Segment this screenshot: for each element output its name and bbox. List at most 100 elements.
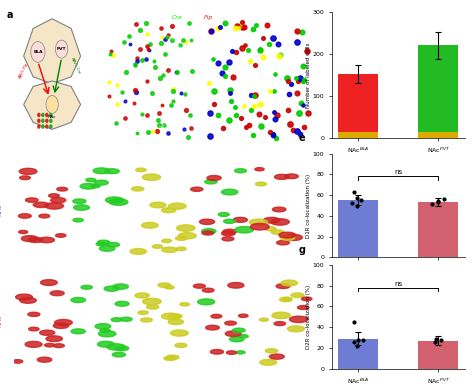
Point xyxy=(265,41,273,47)
Circle shape xyxy=(95,324,111,329)
Point xyxy=(350,189,357,195)
Circle shape xyxy=(40,330,55,335)
Point xyxy=(151,58,158,64)
Text: BLA: BLA xyxy=(33,50,43,54)
Text: D1R: D1R xyxy=(75,158,83,162)
Point xyxy=(221,73,229,79)
Point xyxy=(273,112,281,118)
Point xyxy=(226,59,233,65)
Point xyxy=(125,33,132,39)
Circle shape xyxy=(202,231,214,235)
Point xyxy=(354,204,361,210)
Point xyxy=(256,101,264,107)
Point xyxy=(273,135,280,141)
Point xyxy=(206,133,214,139)
Text: NAc$^{PVT}$/D2R: NAc$^{PVT}$/D2R xyxy=(255,269,277,276)
Point xyxy=(235,25,242,31)
Point xyxy=(249,26,256,33)
Point xyxy=(256,47,264,53)
Circle shape xyxy=(54,344,64,348)
Point xyxy=(270,109,278,115)
Circle shape xyxy=(264,227,276,231)
Circle shape xyxy=(71,298,86,303)
Circle shape xyxy=(210,349,224,354)
Circle shape xyxy=(53,323,69,328)
Point xyxy=(289,127,297,133)
Circle shape xyxy=(50,291,64,296)
Point xyxy=(292,75,300,81)
Point xyxy=(221,64,229,70)
Circle shape xyxy=(50,113,52,116)
Point xyxy=(245,122,253,128)
Point xyxy=(150,128,157,134)
Circle shape xyxy=(138,311,148,314)
Circle shape xyxy=(55,319,72,326)
Text: NAc$^{BLA}$: NAc$^{BLA}$ xyxy=(16,158,29,165)
Point xyxy=(146,47,153,53)
Point xyxy=(182,106,190,113)
Point xyxy=(359,336,366,343)
Point xyxy=(284,108,292,114)
Circle shape xyxy=(201,229,216,233)
Point xyxy=(108,48,115,55)
Point xyxy=(228,48,236,55)
Point xyxy=(112,120,119,126)
Circle shape xyxy=(272,312,291,319)
Circle shape xyxy=(176,225,195,231)
Circle shape xyxy=(50,125,52,128)
Point xyxy=(132,21,139,27)
Point xyxy=(237,22,245,28)
Text: NAc$^{BLA}$/D2R: NAc$^{BLA}$/D2R xyxy=(255,158,277,165)
Circle shape xyxy=(140,318,152,322)
Point xyxy=(188,68,196,74)
Bar xyxy=(418,341,458,369)
Circle shape xyxy=(211,314,222,318)
Point xyxy=(106,51,114,57)
Circle shape xyxy=(269,354,284,359)
Point xyxy=(257,123,265,129)
Point xyxy=(109,52,116,58)
Circle shape xyxy=(107,344,125,350)
Point xyxy=(132,89,139,95)
Point xyxy=(205,79,213,86)
Point xyxy=(143,43,150,50)
Circle shape xyxy=(93,168,110,174)
Circle shape xyxy=(99,246,115,251)
Circle shape xyxy=(28,327,39,331)
Circle shape xyxy=(238,314,248,318)
Point xyxy=(159,72,166,78)
Bar xyxy=(338,74,378,138)
Circle shape xyxy=(31,41,45,62)
Circle shape xyxy=(265,349,278,353)
Circle shape xyxy=(235,227,254,233)
Circle shape xyxy=(143,298,161,305)
Circle shape xyxy=(45,343,55,347)
Bar xyxy=(338,339,378,369)
Point xyxy=(164,67,172,73)
Circle shape xyxy=(37,357,52,362)
Circle shape xyxy=(130,248,146,254)
Circle shape xyxy=(20,298,36,303)
Point xyxy=(293,90,301,96)
Y-axis label: D2R co-localization (%): D2R co-localization (%) xyxy=(306,285,311,349)
Circle shape xyxy=(107,243,119,247)
Circle shape xyxy=(99,331,116,337)
Circle shape xyxy=(73,205,90,210)
Circle shape xyxy=(255,168,264,171)
Circle shape xyxy=(142,174,161,180)
Point xyxy=(297,75,304,81)
Point xyxy=(437,336,445,343)
Point xyxy=(353,195,361,201)
Circle shape xyxy=(233,328,245,333)
Circle shape xyxy=(48,194,59,197)
Circle shape xyxy=(46,125,48,128)
Circle shape xyxy=(162,247,177,252)
Circle shape xyxy=(113,284,128,289)
Circle shape xyxy=(16,294,32,300)
Point xyxy=(353,343,361,349)
Circle shape xyxy=(42,113,44,116)
Point xyxy=(180,126,188,132)
Circle shape xyxy=(162,208,176,213)
Point xyxy=(233,22,241,28)
Circle shape xyxy=(282,297,292,301)
